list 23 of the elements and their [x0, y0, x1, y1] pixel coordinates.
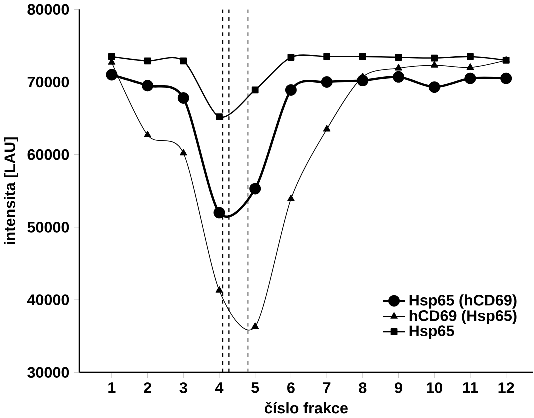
- x-tick-label: 1: [108, 382, 116, 394]
- y-tick-label: 40000: [27, 294, 70, 306]
- x-tick-label: 6: [288, 382, 295, 394]
- x-tick-label: 7: [323, 382, 331, 394]
- legend-label: Hsp65: [410, 326, 454, 340]
- legend-label: hCD69 (Hsp65): [410, 310, 517, 324]
- x-tick-label: 3: [180, 382, 188, 394]
- x-tick-label: 5: [252, 382, 260, 394]
- y-axis-title: intensita [LAU]: [4, 138, 18, 244]
- x-axis-title: číslo frakce: [265, 402, 348, 414]
- y-tick-label: 80000: [28, 4, 70, 16]
- x-tick-label: 9: [395, 382, 402, 394]
- y-tick-label: 30000: [28, 367, 70, 378]
- y-tick-label: 60000: [28, 149, 70, 160]
- x-tick-label: 11: [463, 382, 478, 394]
- y-tick-label: 50000: [28, 222, 70, 233]
- y-tick-label: 70000: [28, 76, 70, 88]
- x-tick-label: 4: [215, 382, 224, 394]
- x-tick-label: 12: [498, 382, 514, 394]
- x-tick-label: 10: [427, 382, 442, 394]
- legend-label: Hsp65 (hCD69): [410, 294, 517, 309]
- x-tick-label: 8: [359, 382, 367, 394]
- x-tick-label: 2: [144, 382, 152, 394]
